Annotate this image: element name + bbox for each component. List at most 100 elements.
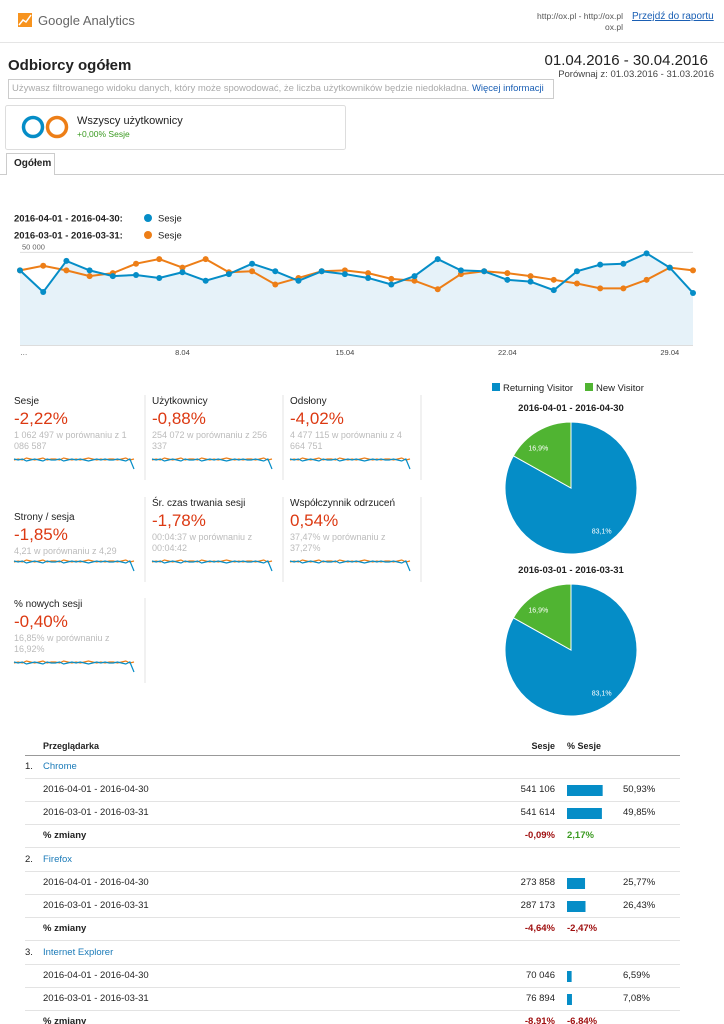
sparkline	[151, 458, 273, 470]
point	[17, 267, 23, 274]
metric-change: -0,88%	[152, 409, 206, 428]
point	[620, 260, 627, 267]
series-line	[19, 252, 694, 294]
point	[481, 268, 488, 275]
point	[202, 277, 209, 284]
rank: 2.	[25, 854, 33, 865]
report-link[interactable]: Przejdź do raportu	[632, 11, 714, 22]
share-label: 7,08%	[623, 993, 650, 1004]
sparkline	[151, 560, 273, 572]
pie-label: 83,1%	[592, 690, 612, 697]
point	[388, 281, 395, 288]
change-sessions: -4,64%	[524, 923, 555, 934]
segment-change: +0,00% Sesje	[77, 129, 130, 139]
pie-label: 83,1%	[592, 528, 612, 535]
change-share: -6,84%	[567, 1016, 598, 1024]
metric-change: -0,40%	[14, 612, 68, 631]
share-label: 49,85%	[623, 807, 656, 818]
point	[573, 280, 580, 287]
metric-compare: 37,47% w porównaniu z 37,27%	[290, 532, 386, 553]
point	[249, 260, 256, 267]
point	[504, 270, 511, 277]
legend-label: New Visitor	[596, 383, 644, 394]
point	[179, 269, 186, 276]
browser-name[interactable]: Firefox	[43, 854, 73, 865]
share-label: 25,77%	[623, 877, 656, 888]
rank: 3.	[25, 947, 33, 958]
point	[434, 286, 441, 293]
area	[20, 253, 693, 345]
legend-swatch	[492, 383, 500, 391]
series-line	[19, 257, 694, 291]
pie-slice	[512, 421, 572, 489]
change-label: % zmiany	[43, 1016, 87, 1024]
point	[202, 256, 209, 263]
point	[365, 270, 372, 277]
segment-box	[5, 105, 346, 150]
metric-compare: 4,21 w porównaniu z 4,29	[14, 546, 117, 556]
point	[643, 250, 650, 257]
point	[179, 264, 186, 271]
logo-icon	[18, 13, 32, 27]
sessions: 76 894	[525, 993, 555, 1004]
share-bar	[567, 785, 603, 796]
metric-name: Sesje	[14, 396, 40, 407]
notice-link[interactable]: Więcej informacji	[471, 83, 544, 94]
legend-metric: Sesje	[158, 214, 182, 225]
change-label: % zmiany	[43, 830, 87, 841]
sessions: 541 106	[520, 784, 555, 795]
sparkline	[289, 458, 411, 470]
notice: Używasz filtrowanego widoku danych, któr…	[12, 83, 544, 94]
logo-glyph	[18, 14, 32, 26]
metric-name: Odsłony	[290, 396, 327, 407]
metric-name: Strony / sesja	[14, 512, 75, 523]
x-tick-label: 8.04	[175, 348, 190, 357]
compare-range: Porównaj z: 01.03.2016 - 31.03.2016	[558, 69, 714, 80]
sparkline	[289, 560, 411, 572]
point	[109, 273, 116, 280]
metric-name: % nowych sesji	[14, 599, 83, 610]
point	[156, 256, 163, 263]
segment-icon	[45, 115, 69, 139]
point	[365, 274, 372, 281]
notice-text: Używasz filtrowanego widoku danych, któr…	[12, 83, 470, 94]
point	[388, 275, 395, 282]
row-label: 2016-03-01 - 2016-03-31	[43, 807, 149, 818]
share-bar	[567, 901, 586, 912]
legend-swatch	[585, 383, 593, 391]
sessions: 70 046	[525, 970, 555, 981]
metric-change: -2,22%	[14, 409, 68, 428]
metric-name: Współczynnik odrzuceń	[290, 498, 396, 509]
segment-icon	[21, 115, 45, 139]
point	[666, 264, 673, 271]
row-label: 2016-04-01 - 2016-04-30	[43, 970, 149, 981]
property-url: http://ox.pl - http://ox.pl	[537, 11, 623, 21]
table-header: % Sesje	[567, 741, 602, 751]
legend-period: 2016-04-01 - 2016-04-30:	[14, 214, 123, 225]
pie-label: 16,9%	[528, 446, 548, 453]
tab[interactable]: Ogółem	[14, 158, 52, 169]
legend-label: Returning Visitor	[503, 383, 573, 394]
metric-compare: 254 072 w porównaniu z 256 337	[152, 430, 268, 451]
sparkline	[13, 560, 135, 572]
metric-compare: 16,85% w porównaniu z 16,92%	[14, 633, 110, 654]
point	[86, 273, 93, 280]
change-share: -2,47%	[567, 923, 598, 934]
share-bar	[567, 971, 572, 982]
browser-name[interactable]: Chrome	[43, 761, 77, 772]
point	[550, 287, 557, 294]
date-range: 01.04.2016 - 30.04.2016	[544, 52, 708, 69]
point	[620, 285, 627, 292]
table-header: Sesje	[531, 741, 555, 751]
point	[643, 276, 650, 283]
metric-change: -1,85%	[14, 525, 68, 544]
point	[86, 267, 93, 274]
point	[341, 271, 348, 278]
point	[411, 277, 418, 284]
metric-change: -1,78%	[152, 511, 206, 530]
share-bar	[567, 878, 586, 889]
x-tick-label: 29.04	[660, 348, 679, 357]
point	[133, 272, 140, 278]
browser-name[interactable]: Internet Explorer	[43, 947, 114, 958]
